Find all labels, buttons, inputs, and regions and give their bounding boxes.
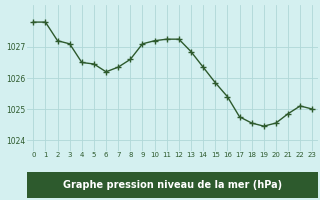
Text: Graphe pression niveau de la mer (hPa): Graphe pression niveau de la mer (hPa) xyxy=(63,180,282,190)
